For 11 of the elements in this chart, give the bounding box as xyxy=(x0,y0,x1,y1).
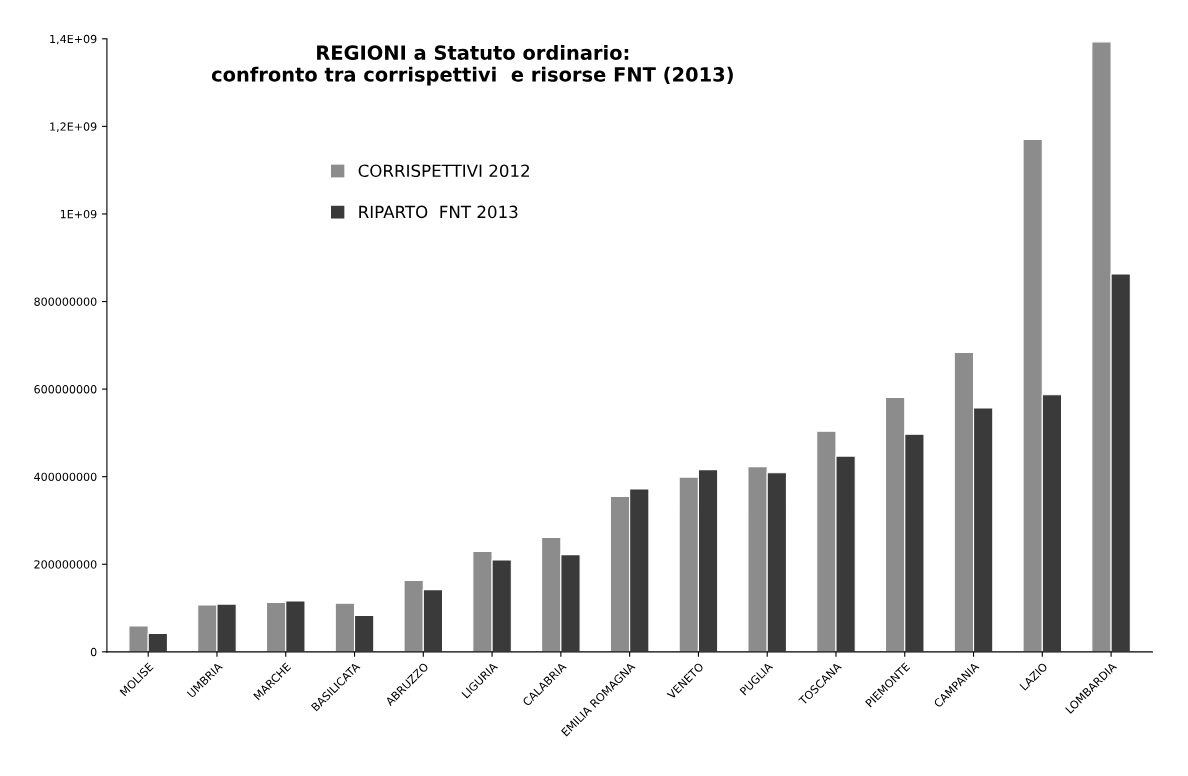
legend-label: CORRISPETTIVI 2012 xyxy=(358,164,530,178)
y-tick-label: 400000000 xyxy=(34,472,97,482)
legend-label: RIPARTO FNT 2013 xyxy=(359,205,518,219)
y-tick-label: 0 xyxy=(90,647,97,657)
y-tick-label: 1,2E+09 xyxy=(50,122,97,132)
text: REGIONI a Statuto ordinario: confronto tra corrispettivi e risorse FNT (2013) xyxy=(211,44,733,86)
y-tick-label: 800000000 xyxy=(34,297,97,306)
y-tick-label: 600000000 xyxy=(34,385,97,394)
y-tick-label: 200000000 xyxy=(34,560,97,569)
y-tick-label: 1,4E+09 xyxy=(50,34,97,45)
y-tick-label: 1E+09 xyxy=(60,209,97,219)
